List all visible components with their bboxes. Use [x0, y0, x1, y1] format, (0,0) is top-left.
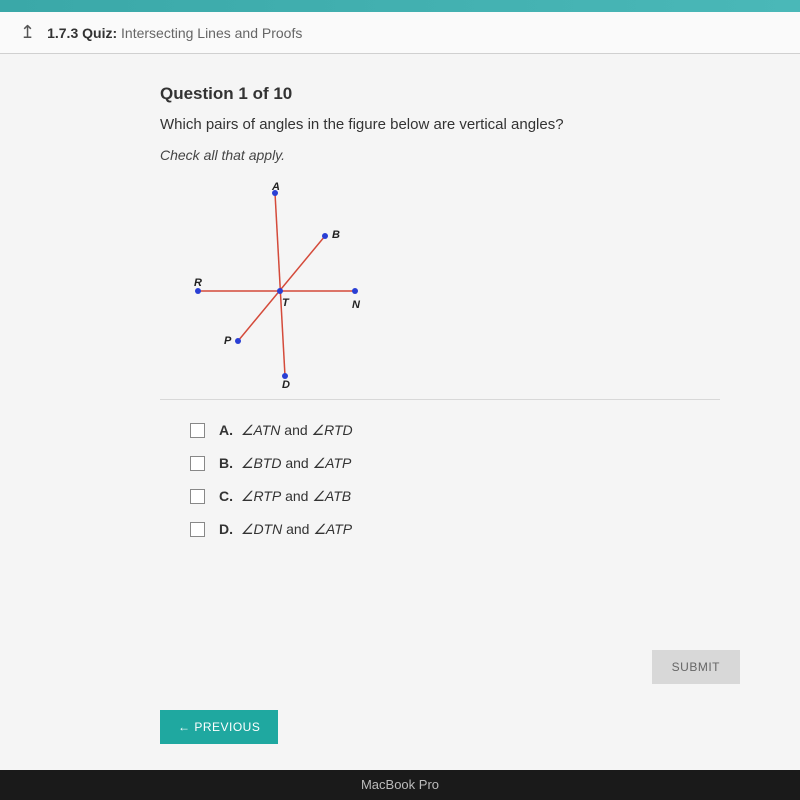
question-number: Question 1 of 10: [160, 84, 780, 104]
point-label-d: D: [282, 379, 290, 391]
checkbox-c[interactable]: [190, 489, 205, 504]
option-b[interactable]: B. ∠BTD and ∠ATP: [190, 455, 780, 472]
point-label-a: A: [272, 181, 280, 193]
back-arrow-icon[interactable]: ↥: [20, 22, 35, 43]
previous-button[interactable]: ← PREVIOUS: [160, 710, 278, 744]
option-c-text: C. ∠RTP and ∠ATB: [219, 488, 351, 505]
option-a-text: A. ∠ATN and ∠RTD: [219, 422, 353, 439]
point-label-p: P: [224, 335, 231, 347]
device-footer: MacBook Pro: [0, 770, 800, 800]
window-top-accent: [0, 0, 800, 12]
option-d[interactable]: D. ∠DTN and ∠ATP: [190, 521, 780, 538]
option-d-text: D. ∠DTN and ∠ATP: [219, 521, 352, 538]
point-label-t: T: [282, 297, 289, 309]
point-label-b: B: [332, 229, 340, 241]
submit-button[interactable]: SUBMIT: [652, 650, 740, 684]
question-instruction: Check all that apply.: [160, 147, 780, 163]
checkbox-b[interactable]: [190, 456, 205, 471]
figure-svg: [180, 181, 380, 391]
point-label-n: N: [352, 299, 360, 311]
answer-options: A. ∠ATN and ∠RTD B. ∠BTD and ∠ATP C. ∠RT…: [190, 422, 780, 538]
divider: [160, 399, 720, 400]
content-area: Question 1 of 10 Which pairs of angles i…: [0, 54, 800, 774]
geometry-figure: A B R T N P D: [180, 181, 380, 381]
point-label-r: R: [194, 277, 202, 289]
option-c[interactable]: C. ∠RTP and ∠ATB: [190, 488, 780, 505]
question-text: Which pairs of angles in the figure belo…: [160, 116, 780, 133]
quiz-name: Intersecting Lines and Proofs: [121, 25, 302, 41]
quiz-header: ↥ 1.7.3 Quiz: Intersecting Lines and Pro…: [0, 12, 800, 54]
checkbox-a[interactable]: [190, 423, 205, 438]
quiz-word: Quiz:: [82, 25, 117, 41]
quiz-section: 1.7.3: [47, 25, 78, 41]
option-b-text: B. ∠BTD and ∠ATP: [219, 455, 351, 472]
option-a[interactable]: A. ∠ATN and ∠RTD: [190, 422, 780, 439]
checkbox-d[interactable]: [190, 522, 205, 537]
quiz-title: 1.7.3 Quiz: Intersecting Lines and Proof…: [47, 25, 302, 41]
